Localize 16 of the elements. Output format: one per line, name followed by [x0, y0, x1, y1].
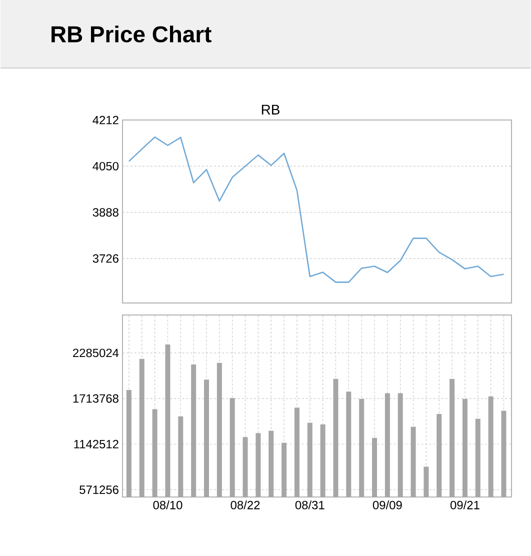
- y-tick-label: 4212: [92, 116, 118, 124]
- x-tick-label: 08/31: [295, 500, 324, 510]
- x-tick-label: 08/10: [153, 500, 182, 510]
- y-tick-label: 1142512: [74, 440, 118, 448]
- y-tick-label: 3726: [92, 254, 118, 263]
- chart-subtitle: RB: [262, 104, 280, 114]
- x-tick-label: 09/21: [450, 500, 480, 510]
- y-tick-label: 571256: [80, 485, 118, 494]
- x-tick-label: 08/22: [230, 500, 260, 510]
- chart-title: RB Price Chart: [52, 26, 212, 42]
- y-tick-label: 3888: [92, 208, 118, 217]
- y-tick-label: 2285024: [73, 348, 119, 358]
- line-series: [128, 136, 504, 283]
- y-tick-label: 1713768: [73, 394, 118, 403]
- x-tick-label: 09/09: [372, 500, 402, 510]
- y-tick-label: 4050: [92, 162, 119, 170]
